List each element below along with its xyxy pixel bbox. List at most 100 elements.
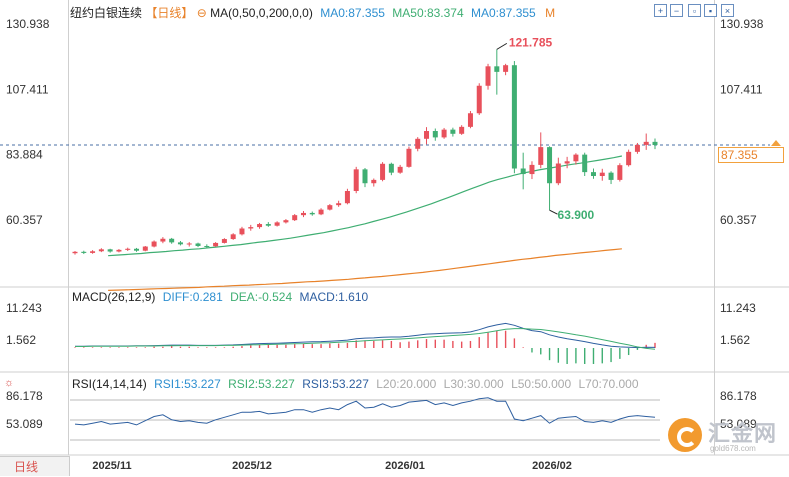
candlesticks <box>72 49 658 255</box>
instrument-name: 纽约白银连续 <box>70 6 143 20</box>
settings-icon[interactable]: ☼ <box>4 377 15 389</box>
candle-body <box>318 209 324 215</box>
price-tick-right: 107.411 <box>720 82 763 96</box>
macd-tick-right: 11.243 <box>720 301 756 315</box>
time-axis: 2025/11 2025/12 2026/01 2026/02 <box>92 460 571 472</box>
candle-body <box>265 224 271 226</box>
candle-body <box>634 144 640 152</box>
macd-dea-line <box>75 328 656 350</box>
candle-body <box>151 241 157 247</box>
candle-body <box>90 251 96 253</box>
ma0-value: MA0:87.355 <box>320 6 385 20</box>
candle-body <box>415 138 421 149</box>
rsi-tick-left: 53.089 <box>6 417 43 431</box>
candle-body <box>424 131 430 139</box>
candle-body <box>485 66 491 86</box>
expand-icon[interactable]: ▫ <box>688 4 701 17</box>
settings-gear-icon[interactable]: ⊖ <box>196 6 207 20</box>
candle-body <box>81 251 87 253</box>
macd-params[interactable]: MACD(26,12,9) <box>72 290 156 304</box>
zoom-in-icon[interactable]: + <box>654 4 667 17</box>
candle-body <box>547 147 553 184</box>
ma-params[interactable]: MA(0,50,0,200,0,0) <box>210 6 313 20</box>
macd-dea: DEA:-0.524 <box>230 290 293 304</box>
candle-body <box>107 249 113 252</box>
candle-body <box>538 147 544 165</box>
candle-body <box>590 172 596 177</box>
candle-body <box>239 228 245 235</box>
candle-body <box>397 166 403 173</box>
candle-body <box>186 243 192 245</box>
period-tab[interactable]: 日线 <box>0 456 70 476</box>
m-mark: M <box>545 6 556 20</box>
shrink-icon[interactable]: ▪ <box>704 4 717 17</box>
extreme-annotations: 121.785 63.900 <box>496 35 595 222</box>
macd-tick-right: 1.562 <box>720 333 750 347</box>
candle-body <box>283 220 289 223</box>
candle-body <box>555 163 561 184</box>
rsi-l30: L30:30.000 <box>443 377 504 391</box>
candle-body <box>248 227 254 229</box>
close-icon[interactable]: × <box>721 4 734 17</box>
ma-line-ma200 <box>108 248 622 291</box>
rsi-l20: L20:20.000 <box>376 377 437 391</box>
macd-panel: 11.243 11.243 1.562 1.562 <box>6 301 756 364</box>
watermark-name: 汇金网 <box>708 421 778 446</box>
candle-body <box>257 224 263 228</box>
candle-body <box>564 161 570 164</box>
rsi3-value: RSI3:53.227 <box>302 377 369 391</box>
candle-body <box>406 148 412 167</box>
ma50-value: MA50:83.374 <box>392 6 464 20</box>
candle-body <box>371 179 377 184</box>
price-tick-left: 130.938 <box>6 17 50 31</box>
price-axis: 130.938130.938107.411107.41183.88483.884… <box>6 17 764 227</box>
candle-body <box>336 203 342 206</box>
candle-body <box>160 238 166 242</box>
watermark: 汇金网 gold678.com <box>668 414 780 458</box>
rsi-l50: L50:50.000 <box>511 377 572 391</box>
candle-body <box>459 126 465 134</box>
watermark-logo-icon <box>668 418 702 452</box>
candle-body <box>213 242 219 247</box>
candle-body <box>344 191 350 204</box>
macd-diff-line <box>75 322 656 349</box>
rsi-panel: 86.178 86.178 53.089 53.089 <box>6 389 757 441</box>
macd-diff: DIFF:0.281 <box>162 290 223 304</box>
low-pointer <box>549 209 558 215</box>
candle-body <box>494 66 500 72</box>
low-label: 63.900 <box>558 208 595 222</box>
ma-line-ma50 <box>108 155 623 257</box>
candle-body <box>142 246 148 251</box>
macd-tick-left: 1.562 <box>6 333 36 347</box>
zoom-out-icon[interactable]: − <box>670 4 683 17</box>
candle-body <box>380 163 386 180</box>
rsi-header: RSI(14,14,14) RSI1:53.227 RSI2:53.227 RS… <box>72 377 639 391</box>
price-tick-right: 60.357 <box>720 213 757 227</box>
candle-body <box>617 165 623 180</box>
candle-body <box>626 151 632 166</box>
candle-body <box>195 243 201 246</box>
candle-body <box>511 65 517 169</box>
candle-body <box>450 129 456 134</box>
candle-body <box>309 212 315 215</box>
candle-body <box>169 238 175 243</box>
high-pointer <box>496 42 508 50</box>
macd-value: MACD:1.610 <box>299 290 369 304</box>
price-tick-left: 83.884 <box>6 148 43 162</box>
x-tick-label: 2026/02 <box>532 460 572 472</box>
candle-body <box>432 131 438 138</box>
rsi-params[interactable]: RSI(14,14,14) <box>72 377 147 391</box>
candle-body <box>327 205 333 210</box>
panel-frames <box>0 0 789 456</box>
watermark-url: gold678.com <box>710 444 756 453</box>
rsi2-value: RSI2:53.227 <box>228 377 295 391</box>
candle-body <box>274 222 280 226</box>
high-label: 121.785 <box>509 35 553 49</box>
rsi-tick-right: 86.178 <box>720 389 757 403</box>
period-label[interactable]: 【日线】 <box>145 6 194 20</box>
candle-body <box>582 154 588 173</box>
candle-body <box>388 163 394 173</box>
last-price-tag: 87.355 <box>718 147 784 163</box>
candle-body <box>98 249 104 252</box>
